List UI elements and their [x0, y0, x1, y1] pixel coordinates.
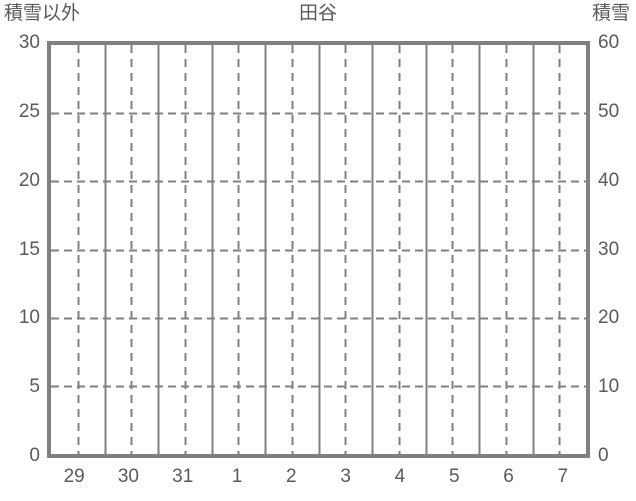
left-y-tick-5: 5	[29, 376, 40, 398]
left-y-tick-0: 0	[29, 445, 40, 466]
x-tick-31: 31	[172, 466, 194, 487]
plot-inner	[51, 45, 586, 454]
left-y-tick-25: 25	[18, 100, 40, 122]
left-y-tick-15: 15	[18, 238, 40, 260]
plot-area	[47, 41, 590, 458]
x-tick-3: 3	[340, 466, 351, 487]
x-tick-29: 29	[63, 466, 85, 487]
x-tick-5: 5	[448, 466, 460, 487]
left-y-axis: 0 5 10 15 20 25 30	[0, 0, 40, 501]
right-y-axis: 0 10 20 30 40 50 60	[598, 0, 636, 501]
left-y-tick-20: 20	[18, 169, 40, 191]
x-tick-30: 30	[117, 466, 139, 487]
x-tick-1: 1	[231, 466, 243, 487]
left-axis-title: 積雪以外	[4, 3, 81, 24]
x-tick-4: 4	[394, 466, 406, 487]
x-tick-6: 6	[503, 466, 514, 487]
x-tick-7: 7	[557, 466, 569, 487]
right-y-tick-30: 30	[598, 238, 620, 260]
right-y-tick-0: 0	[598, 445, 609, 466]
right-y-tick-20: 20	[598, 307, 620, 329]
right-y-tick-60: 60	[598, 32, 620, 53]
left-y-tick-30: 30	[18, 32, 40, 53]
chart-title: 田谷	[298, 3, 337, 24]
right-y-tick-10: 10	[598, 376, 620, 398]
right-y-tick-40: 40	[598, 169, 620, 191]
right-axis-title: 積雪	[591, 3, 630, 24]
x-axis: 29 30 31 1 2 3 4 5 6 7	[47, 466, 590, 496]
gridlines	[51, 45, 586, 454]
right-y-tick-50: 50	[598, 100, 620, 122]
left-y-tick-10: 10	[18, 307, 40, 329]
x-tick-2: 2	[286, 466, 297, 487]
